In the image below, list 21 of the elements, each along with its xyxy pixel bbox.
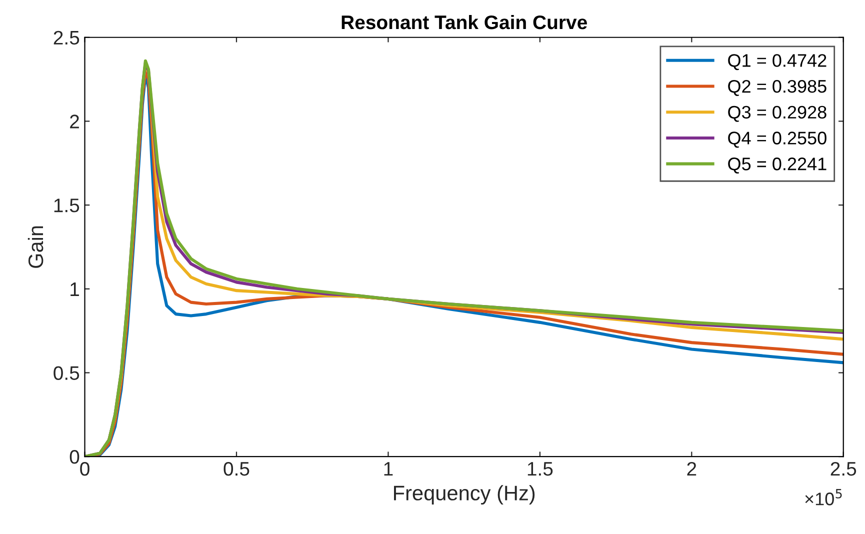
- y-tick-label: 2: [70, 114, 79, 128]
- y-tick-label: 0.5: [54, 366, 80, 380]
- legend-label: Q1 = 0.4742: [728, 54, 826, 70]
- x-tick-label: 2.5: [830, 462, 856, 476]
- legend-label: Q5 = 0.2241: [728, 158, 826, 174]
- x-tick-label: 2: [687, 462, 696, 476]
- y-tick-label: 0: [70, 450, 80, 464]
- y-tick-label: 1: [70, 282, 79, 296]
- x-tick-label: 0: [80, 462, 90, 476]
- x-axis-title: Frequency (Hz): [394, 485, 535, 505]
- y-tick-label: 1.5: [54, 198, 80, 212]
- y-tick-label: 2.5: [54, 30, 80, 45]
- legend-label: Q3 = 0.2928: [728, 106, 826, 122]
- y-axis-title: Gain: [28, 226, 44, 268]
- legend-label: Q2 = 0.3985: [728, 80, 826, 96]
- x-tick-label: 0.5: [224, 462, 250, 476]
- chart-title: Resonant Tank Gain Curve: [342, 14, 587, 30]
- legend-label: Q4 = 0.2550: [728, 132, 826, 148]
- text: ×10$^{5}$: [805, 489, 842, 506]
- x-tick-label: 1: [384, 462, 393, 476]
- x-tick-label: 1.5: [528, 462, 553, 476]
